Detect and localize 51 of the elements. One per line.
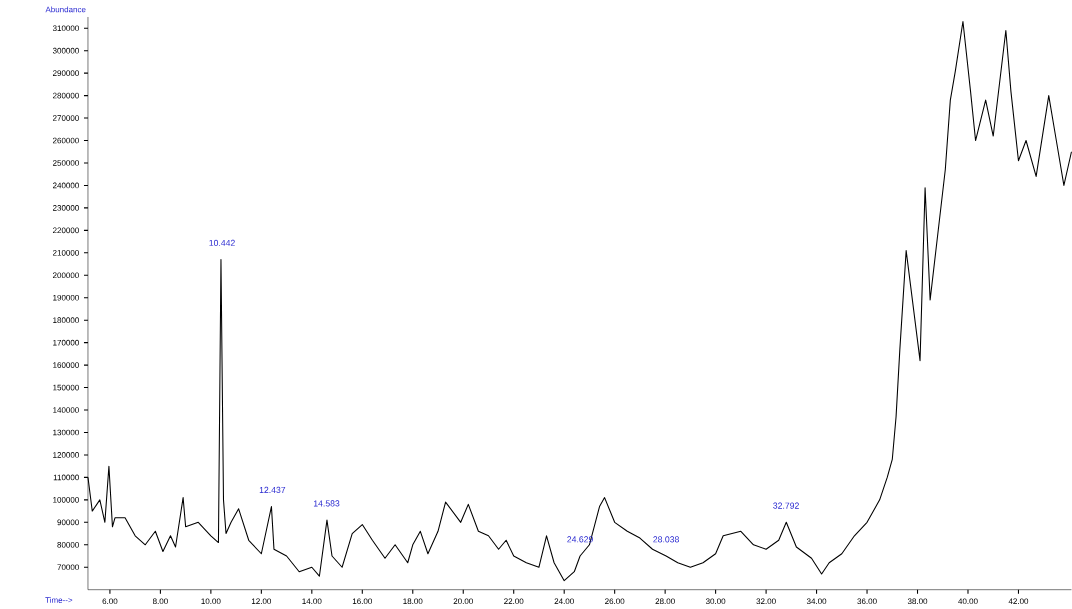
y-tick-label: 290000 [52, 70, 79, 77]
x-tick-label: 42.00 [1008, 598, 1029, 605]
y-tick-label: 130000 [53, 429, 79, 436]
y-tick-label: 310000 [52, 25, 79, 32]
y-tick-label: 260000 [52, 137, 79, 144]
x-tick-label: 6.00 [102, 598, 118, 605]
x-tick-label: 30.00 [705, 598, 726, 605]
x-tick-label: 8.00 [152, 598, 168, 605]
annotation: 12.437 [259, 487, 286, 494]
y-tick-label: 80000 [57, 542, 79, 548]
y-tick-label: 170000 [53, 340, 79, 346]
x-tick-label: 32.00 [756, 598, 776, 605]
y-tick-label: 120000 [53, 452, 79, 459]
annotation: 14.583 [313, 500, 340, 507]
y-tick-label: 280000 [52, 93, 79, 99]
x-tick-label: 10.00 [201, 598, 221, 605]
x-tick-label: 26.00 [605, 598, 625, 605]
y-tick-label: 210000 [52, 250, 79, 256]
y-tick-label: 180000 [53, 317, 79, 324]
annotation: 28.038 [653, 536, 679, 543]
y-tick-label: 160000 [53, 362, 79, 369]
x-tick-label: 38.00 [907, 598, 928, 605]
x-tick-label: 18.00 [403, 598, 423, 605]
y-tick-label: 150000 [53, 384, 79, 391]
y-tick-label: 270000 [52, 115, 79, 122]
x-tick-label: 20.00 [453, 598, 473, 605]
y-tick-label: 110000 [53, 474, 79, 481]
y-tick-label: 220000 [52, 227, 79, 234]
y-tick-label: 200000 [52, 272, 79, 279]
y-tick-label: 240000 [52, 182, 79, 189]
x-tick-label: 12.00 [251, 598, 272, 605]
x-tick-label: 14.00 [302, 598, 322, 605]
y-tick-label: 230000 [52, 205, 79, 211]
y-tick-label: 300000 [52, 48, 79, 54]
x-axis-title: Time--> [45, 597, 73, 604]
y-tick-label: 190000 [53, 295, 79, 301]
y-axis-title: Abundance [45, 6, 86, 13]
x-tick-label: 34.00 [806, 598, 827, 605]
y-tick-label: 70000 [57, 564, 79, 571]
x-tick-label: 24.00 [554, 598, 574, 605]
y-tick-label: 90000 [57, 519, 79, 526]
x-tick-label: 16.00 [352, 598, 372, 605]
x-tick-label: 36.00 [857, 598, 877, 605]
y-tick-label: 140000 [53, 407, 79, 414]
x-tick-label: 28.00 [655, 598, 675, 605]
x-tick-label: 40.00 [958, 598, 978, 605]
annotation: 32.792 [773, 502, 799, 509]
y-tick-label: 250000 [52, 160, 79, 167]
y-tick-label: 100000 [53, 497, 79, 503]
annotation: 10.442 [209, 240, 235, 247]
x-tick-label: 22.00 [504, 598, 524, 605]
